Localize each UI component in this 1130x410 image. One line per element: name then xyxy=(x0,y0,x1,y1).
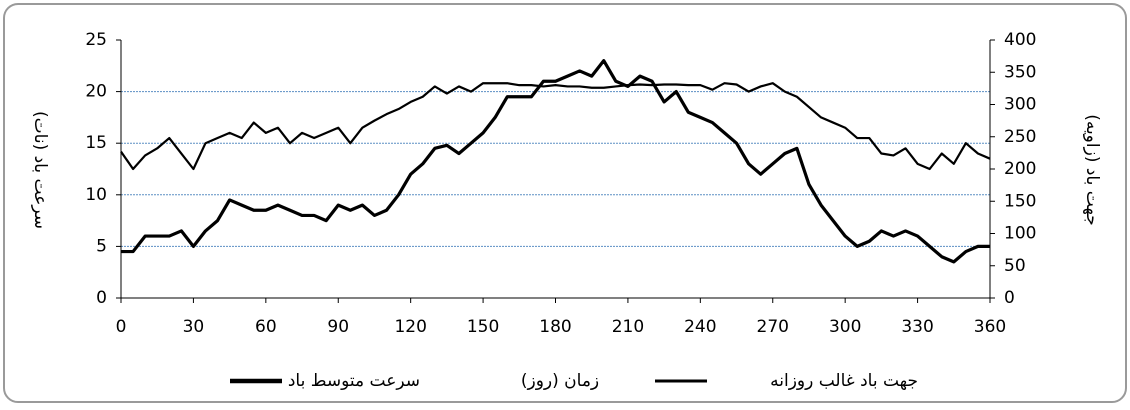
x-tick-label: 300 xyxy=(829,317,861,337)
legend-label: جهت باد غالب روزانه xyxy=(770,371,918,391)
series-line xyxy=(121,59,990,264)
x-tick-label: 30 xyxy=(183,317,205,337)
y-axis-title: سرعت باد (نات) xyxy=(30,111,50,229)
x-tick-label: 0 xyxy=(116,317,127,337)
x-tick-label: 210 xyxy=(612,317,644,337)
y2-tick-label: 350 xyxy=(1004,62,1036,82)
frame xyxy=(3,3,1127,403)
x-tick-label: 90 xyxy=(327,317,349,337)
x-tick-label: 360 xyxy=(974,317,1006,337)
x-tick-label: 270 xyxy=(757,317,789,337)
y-tick-label: 5 xyxy=(96,236,107,256)
y2-tick-label: 300 xyxy=(1004,95,1036,115)
x-axis-title: زمان (روز) xyxy=(521,371,599,391)
x-tick-label: 330 xyxy=(901,317,933,337)
y2-tick-label: 100 xyxy=(1004,224,1036,244)
y2-tick-label: 400 xyxy=(1004,30,1036,50)
y2-tick-label: 200 xyxy=(1004,159,1036,179)
y-tick-label: 20 xyxy=(85,82,107,102)
y2-tick-label: 150 xyxy=(1004,191,1036,211)
y2-tick-label: 250 xyxy=(1004,127,1036,147)
x-tick-label: 60 xyxy=(255,317,277,337)
y-tick-label: 25 xyxy=(85,30,107,50)
y2-tick-label: 50 xyxy=(1004,256,1026,276)
y2-axis-title: جهت باد (زاویه) xyxy=(1082,114,1102,226)
legend-label: سرعت متوسط باد xyxy=(288,371,420,391)
x-tick-label: 120 xyxy=(394,317,426,337)
x-tick-label: 180 xyxy=(539,317,571,337)
x-tick-label: 150 xyxy=(467,317,499,337)
y2-tick-label: 0 xyxy=(1004,288,1015,308)
y-tick-label: 10 xyxy=(85,185,107,205)
series-line xyxy=(120,82,991,171)
x-tick-label: 240 xyxy=(684,317,716,337)
y-tick-label: 0 xyxy=(96,288,107,308)
y-tick-label: 15 xyxy=(85,133,107,153)
